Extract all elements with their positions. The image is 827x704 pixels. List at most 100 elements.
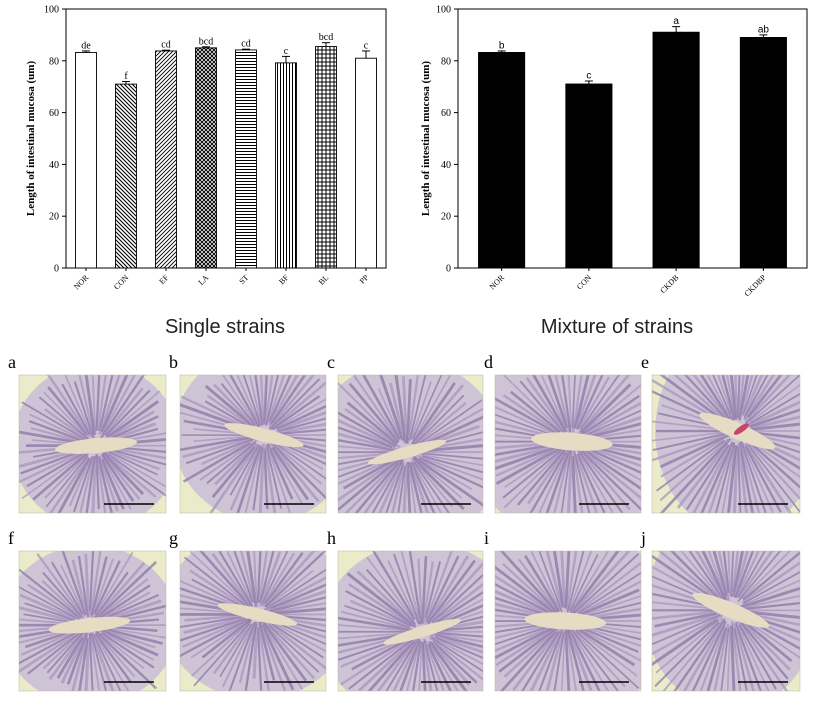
villus-stroke	[576, 453, 606, 513]
villus-stroke	[427, 559, 476, 625]
villus-stroke	[412, 457, 465, 511]
bar-bl	[315, 46, 337, 269]
villus-stroke	[730, 551, 734, 597]
villus-stroke	[726, 375, 736, 417]
villus-stroke	[735, 621, 770, 691]
villus-stroke	[393, 553, 421, 625]
villus-stroke	[267, 624, 320, 673]
bar-ef	[155, 50, 177, 269]
villus-stroke	[367, 639, 416, 691]
villus-stroke	[19, 629, 83, 673]
villus-stroke	[579, 383, 632, 434]
histology-panel-d: d	[484, 352, 642, 514]
category-label: CON	[575, 273, 593, 291]
villus-stroke	[564, 551, 571, 609]
villus-stroke	[495, 444, 565, 485]
villus-stroke	[741, 375, 754, 413]
villus-stroke	[385, 638, 419, 691]
villus-stroke	[246, 551, 258, 607]
villus-stroke	[238, 622, 257, 683]
villus-stroke	[397, 466, 406, 513]
villus-stroke	[660, 438, 725, 478]
villus-stroke	[575, 630, 640, 689]
villus-stroke	[105, 389, 151, 437]
villus-stroke	[270, 583, 326, 610]
villus-stroke	[738, 586, 800, 610]
villus-stroke	[180, 616, 242, 629]
villus-stroke	[673, 375, 726, 421]
villus-stroke	[424, 640, 445, 691]
histology-panel-h: h	[327, 528, 484, 692]
villus-stroke	[579, 624, 641, 648]
villus-stroke	[19, 568, 81, 619]
y-tick-label: 80	[441, 56, 451, 67]
villus-stroke	[432, 640, 478, 684]
villus-stroke	[26, 450, 88, 488]
villus-stroke	[78, 375, 96, 439]
villus-stroke	[662, 618, 724, 691]
category-label: BL	[317, 273, 331, 287]
villus-stroke	[517, 449, 566, 506]
villus-stroke	[692, 444, 732, 513]
villus-stroke	[78, 637, 89, 691]
lumen	[217, 603, 298, 626]
villus-stroke	[273, 422, 326, 435]
villus-stroke	[104, 451, 166, 497]
villus-stroke	[98, 456, 119, 512]
villus-stroke	[42, 571, 83, 618]
villus-stroke	[19, 593, 76, 621]
panel-label: f	[8, 528, 14, 548]
bar-pp	[355, 57, 377, 269]
villus-stroke	[504, 448, 562, 488]
villus-stroke	[566, 449, 573, 513]
villus-stroke	[348, 583, 415, 628]
villus-stroke	[430, 632, 483, 643]
villus-stroke	[737, 375, 741, 418]
villus-stroke	[266, 443, 294, 500]
villus-stroke	[737, 620, 789, 691]
villus-stroke	[365, 568, 416, 625]
villus-stroke	[744, 445, 782, 513]
villus-stroke	[581, 449, 641, 500]
significance-label: c	[364, 40, 369, 51]
lumen	[531, 432, 613, 451]
villus-stroke	[182, 441, 251, 483]
villus-stroke	[578, 384, 641, 437]
villus-stroke	[185, 437, 256, 465]
villus-stroke	[503, 449, 564, 509]
villus-stroke	[99, 591, 151, 621]
category-label: PP	[358, 273, 371, 286]
villus-stroke	[418, 644, 423, 691]
villus-stroke	[733, 551, 750, 598]
villus-stroke	[742, 610, 800, 619]
villus-stroke	[204, 384, 257, 430]
villus-stroke	[434, 636, 483, 659]
villus-stroke	[356, 570, 416, 626]
villus-stroke	[233, 551, 254, 603]
villus-stroke	[261, 552, 296, 607]
villus-stroke	[579, 595, 641, 618]
villus-stroke	[495, 596, 554, 619]
villus-stroke	[726, 626, 731, 691]
villus-stroke	[261, 551, 289, 605]
villus-stroke	[495, 443, 561, 463]
villus-stroke	[570, 551, 631, 616]
villus-stroke	[567, 628, 601, 691]
villus-stroke	[338, 616, 415, 632]
villus-stroke	[259, 551, 275, 604]
villus-stroke	[44, 452, 90, 499]
villus-stroke	[99, 375, 145, 440]
villus-stroke	[221, 623, 254, 688]
villus-stroke	[77, 555, 90, 618]
villus-stroke	[91, 375, 97, 434]
panel-label: j	[640, 528, 646, 548]
villus-stroke	[219, 623, 253, 677]
significance-label: c	[586, 71, 591, 82]
villus-stroke	[540, 375, 569, 433]
villus-stroke	[271, 395, 321, 431]
villus-stroke	[60, 635, 86, 684]
villus-stroke	[680, 551, 723, 601]
villus-stroke	[575, 375, 597, 429]
villus-stroke	[717, 375, 733, 415]
villus-stroke	[430, 561, 483, 623]
